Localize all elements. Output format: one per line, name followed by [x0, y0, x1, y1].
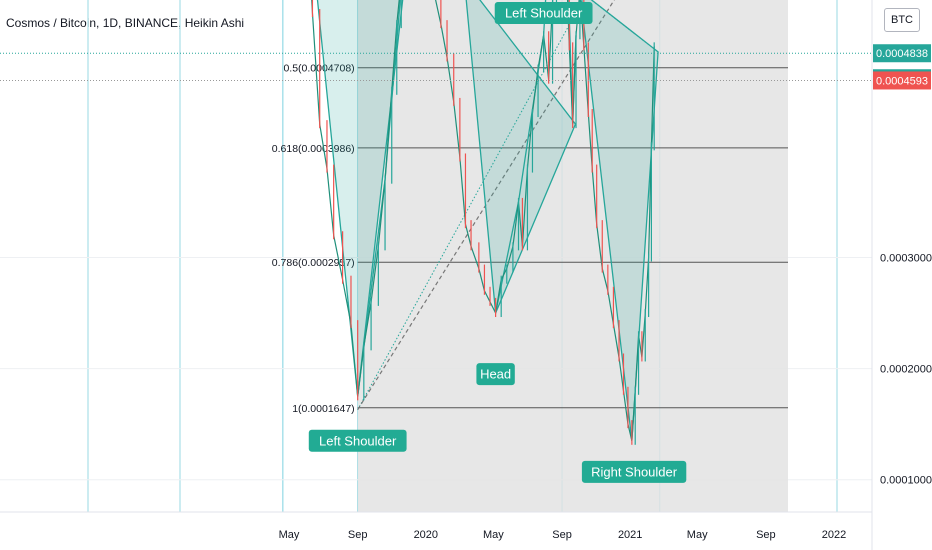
fib-level-label: 0.618(0.0003986) [272, 143, 355, 155]
y-tick-label: 0.0001000 [880, 475, 932, 487]
price-tag [873, 71, 931, 90]
price-tag-value: 0.0004593 [876, 75, 928, 87]
price-tag-value: 0.0004838 [876, 48, 928, 60]
x-tick-label: May [687, 529, 708, 541]
y-tick-label: 0.0003000 [880, 252, 932, 264]
price-tag [873, 44, 931, 63]
x-tick-label: Sep [756, 529, 776, 541]
pattern-annotation-box [308, 429, 407, 452]
pattern-line [357, 0, 401, 397]
pattern-shapes-layer [316, 0, 659, 441]
chart-title: Cosmos / Bitcoin, 1D, BINANCE, Heikin As… [6, 16, 245, 30]
pattern-annotation-label: Right Shoulder [591, 464, 678, 479]
fib-level-label: 1(0.0001647) [292, 403, 354, 415]
x-tick-label: 2021 [618, 529, 642, 541]
pattern-triangle [316, 0, 404, 397]
pattern-annotation-label: Head [480, 367, 511, 382]
price-line-layer [311, 0, 655, 445]
pattern-annotation-box [476, 363, 515, 386]
y-tick-label: 0.0002000 [880, 364, 932, 376]
x-tick-label: 2022 [822, 529, 846, 541]
x-tick-label: 2020 [414, 529, 438, 541]
pattern-triangle [580, 0, 659, 441]
fib-level-label: 0.786(0.0002957) [272, 257, 355, 269]
x-tick-label: Sep [552, 529, 572, 541]
annotations-layer: HeadRight ShoulderLeft ShoulderHeadLeft … [308, 2, 687, 483]
x-tick-label: May [483, 529, 504, 541]
pattern-triangle [465, 0, 577, 314]
pattern-annotation-label: Left Shoulder [319, 433, 397, 448]
horizontal-levels-layer: 0.00076250.00072760.000483808:35:400.000… [0, 44, 931, 90]
x-tick-label: Sep [348, 529, 368, 541]
pattern-annotation-box [581, 460, 687, 483]
pattern-annotation-box [494, 2, 593, 25]
x-tick-label: May [279, 529, 300, 541]
pattern-annotation-label: Left Shoulder [505, 6, 583, 21]
price-series [311, 0, 655, 441]
fib-level-label: 0.5(0.0004708) [283, 63, 354, 75]
currency-badge[interactable]: BTC [884, 8, 920, 32]
